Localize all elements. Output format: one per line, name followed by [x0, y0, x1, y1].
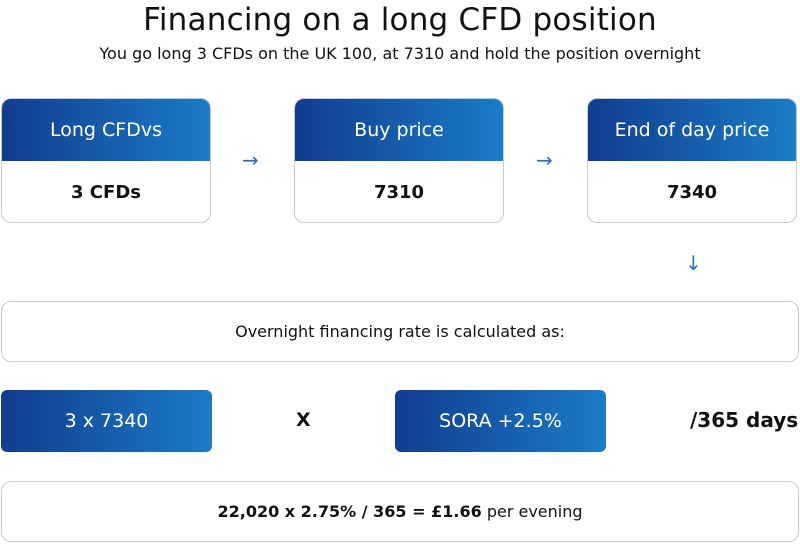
- card-value: 7310: [373, 181, 425, 203]
- days-divisor: /365 days: [690, 408, 799, 432]
- calculation-intro: Overnight financing rate is calculated a…: [1, 301, 799, 362]
- card-buy-price: Buy price 7310: [294, 98, 504, 223]
- card-end-of-day-price: End of day price 7340: [587, 98, 797, 223]
- card-heading: End of day price: [588, 99, 796, 161]
- card-value: 7340: [666, 181, 718, 203]
- multiply-operator: X: [296, 409, 311, 431]
- quantity-times-price: 3 x 7340: [1, 390, 212, 452]
- down-arrow-icon: ↓: [685, 251, 702, 275]
- right-arrow-icon: →: [242, 148, 259, 172]
- card-heading: Buy price: [295, 99, 503, 161]
- result-equation: 22,020 x 2.75% / 365 = £1.66: [217, 502, 482, 521]
- card-long-cfds: Long CFDvs 3 CFDs: [1, 98, 211, 223]
- financing-rate: SORA +2.5%: [395, 390, 606, 452]
- result-suffix: per evening: [486, 502, 583, 521]
- calculation-result: 22,020 x 2.75% / 365 = £1.66 per evening: [1, 481, 799, 542]
- card-heading: Long CFDvs: [2, 99, 210, 161]
- right-arrow-icon: →: [536, 148, 553, 172]
- page-title: Financing on a long CFD position: [143, 2, 657, 38]
- page-subtitle: You go long 3 CFDs on the UK 100, at 731…: [99, 44, 701, 63]
- card-value: 3 CFDs: [71, 181, 141, 203]
